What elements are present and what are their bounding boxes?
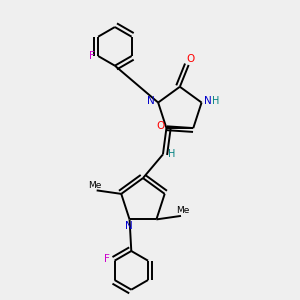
Text: F: F — [104, 254, 110, 264]
Text: H: H — [212, 96, 219, 106]
Text: N: N — [125, 221, 133, 231]
Text: O: O — [186, 54, 194, 64]
Text: N: N — [147, 96, 155, 106]
Text: F: F — [89, 51, 95, 61]
Text: Me: Me — [88, 181, 102, 190]
Text: H: H — [168, 149, 176, 159]
Text: N: N — [204, 96, 212, 106]
Text: O: O — [157, 121, 165, 130]
Text: Me: Me — [176, 206, 189, 215]
